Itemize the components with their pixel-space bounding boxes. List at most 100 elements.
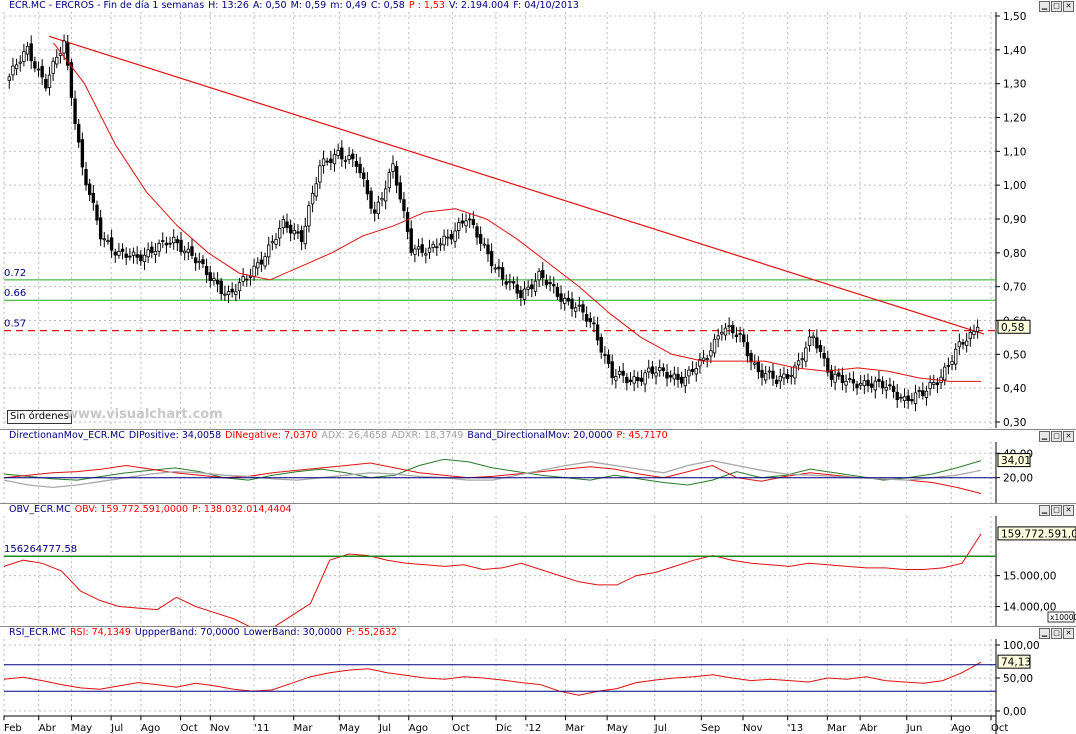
candle-body [208, 272, 212, 282]
minimize-icon[interactable]: ▁ [1039, 505, 1050, 516]
candle-body [617, 370, 622, 375]
candle-body [811, 335, 815, 338]
candle-body [961, 342, 965, 345]
candle-body [44, 78, 48, 89]
candle-body [581, 304, 585, 313]
scale-note-box [1047, 611, 1075, 623]
trend-line [48, 35, 985, 335]
price-header-field: P : 1,53 [408, 0, 445, 11]
candle-body [833, 373, 837, 383]
price-header-field: C: 0,58 [370, 0, 405, 11]
candle-body [124, 253, 128, 258]
x-tick-label: Sep [701, 723, 720, 734]
candle-body [884, 387, 888, 391]
candle-body [468, 218, 472, 221]
dmi-header-field: ADXR: 18,3749 [391, 430, 464, 441]
candle-body [292, 230, 296, 235]
candle-body [449, 234, 454, 240]
candle-body [614, 376, 618, 381]
candle-body [446, 236, 450, 239]
rsi-window-buttons: ▁ □ ✕ [1039, 628, 1074, 639]
sin-ordenes-badge[interactable]: Sin órdenes [7, 410, 72, 424]
candle-body [182, 250, 187, 254]
candle-body [577, 304, 582, 307]
y-tick-label: 14.000,00 [1003, 602, 1056, 614]
close-icon[interactable]: ✕ [1063, 505, 1074, 516]
candle-body [270, 241, 275, 244]
minimize-icon[interactable]: ▁ [1039, 431, 1050, 442]
candle-body [975, 326, 980, 332]
y-tick-label: 0,80 [1003, 248, 1026, 260]
x-tick-label: Nov [210, 723, 230, 734]
candle-body [478, 234, 483, 244]
last-value-label: 159.772.591,00 [1001, 528, 1076, 540]
candle-body [66, 42, 70, 66]
price-chart[interactable]: 1,501,401,301,201,101,000,900,800,700,60… [0, 12, 1076, 428]
candle-body [336, 150, 340, 156]
candle-body [800, 358, 804, 361]
candle-body [764, 373, 768, 381]
maximize-icon[interactable]: □ [1051, 1, 1062, 12]
candle-body [563, 297, 567, 304]
candle-body [639, 377, 644, 382]
price-header-field: A: 0,50 [252, 0, 287, 11]
obv-chart[interactable]: 15.000,00 14.000,00 156264777.58 159.772.59… [0, 516, 1076, 626]
candle-body [873, 380, 877, 391]
candle-body [595, 324, 600, 341]
y-tick-label: 1,10 [1003, 146, 1026, 158]
dmi-header: DirectionanMov_ECR.MC DIPositive: 34,0058… [0, 430, 1076, 442]
candle-body [427, 247, 432, 253]
candle-body [859, 382, 863, 386]
candle-body [712, 338, 717, 354]
obv-header: OBV_ECR.MC OBV: 159.772.591,0000 P: 138.03… [0, 504, 1076, 516]
y-tick-label: 1,40 [1003, 45, 1026, 57]
candle-body [482, 243, 486, 246]
candle-body [745, 342, 750, 357]
candle-body [537, 270, 541, 281]
y-tick-label: 0,70 [1003, 282, 1026, 294]
candle-body [296, 231, 300, 234]
candle-body [245, 278, 249, 281]
dmi-header-field: DirectionanMov_ECR.MC [9, 430, 125, 441]
candle-body [128, 255, 132, 258]
close-icon[interactable]: ✕ [1063, 1, 1074, 12]
maximize-icon[interactable]: □ [1051, 628, 1062, 639]
maximize-icon[interactable]: □ [1051, 505, 1062, 516]
candle-body [895, 391, 899, 401]
candle-body [687, 369, 691, 377]
candle-body [373, 209, 377, 214]
candle-body [278, 227, 282, 239]
candle-body [77, 123, 81, 143]
candle-body [139, 254, 143, 262]
minimize-icon[interactable]: ▁ [1039, 1, 1050, 12]
candle-body [51, 60, 55, 74]
candle-body [347, 155, 351, 160]
candle-body [223, 293, 227, 296]
x-tick-label: '13 [788, 723, 803, 734]
candle-body [153, 250, 158, 255]
candle-body [281, 219, 286, 229]
candle-body [442, 235, 446, 246]
close-icon[interactable]: ✕ [1063, 431, 1074, 442]
candle-body [47, 74, 52, 88]
rsi-header-field: RSI: 74,1349 [69, 627, 131, 638]
x-tick-label: Jun [906, 723, 923, 734]
candle-body [559, 293, 563, 302]
candle-body [573, 307, 578, 312]
price-header-field: F: 04/10/2013 [513, 0, 579, 11]
last-value-box [997, 453, 1031, 468]
rsi-chart[interactable]: 100,00 50,00 0,00 74,13 Feb Abr May Jul Ago Oct No… [0, 639, 1076, 734]
close-icon[interactable]: ✕ [1063, 628, 1074, 639]
candle-body [950, 361, 954, 365]
minimize-icon[interactable]: ▁ [1039, 628, 1050, 639]
candle-body [928, 382, 932, 389]
maximize-icon[interactable]: □ [1051, 431, 1062, 442]
candle-body [690, 368, 695, 372]
last-value-box [997, 526, 1076, 541]
candle-body [880, 380, 885, 389]
level-label: 0.72 [4, 268, 26, 279]
y-tick-label: 15.000,00 [1003, 571, 1056, 583]
candle-body [705, 358, 709, 361]
candle-body [358, 163, 362, 174]
